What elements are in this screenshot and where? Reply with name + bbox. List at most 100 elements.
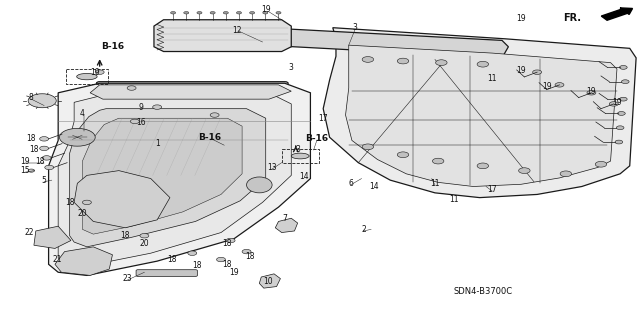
Polygon shape [58,94,291,266]
Circle shape [210,11,215,14]
Text: 19: 19 [516,66,526,75]
Text: 8: 8 [29,93,34,102]
Text: 3: 3 [353,23,358,32]
Text: 4: 4 [80,109,85,118]
Text: 15: 15 [20,166,30,175]
Polygon shape [90,85,291,99]
Circle shape [127,86,136,90]
Text: 18: 18 [245,252,255,261]
Text: 22: 22 [25,228,34,237]
Circle shape [42,156,51,160]
Text: 3: 3 [289,63,294,72]
Text: 11: 11 [430,179,440,188]
Circle shape [436,60,447,65]
Circle shape [95,70,104,74]
Text: 18: 18 [36,157,45,166]
Circle shape [40,137,49,141]
Ellipse shape [246,177,272,193]
Circle shape [587,91,596,95]
Polygon shape [83,118,242,234]
Text: 19: 19 [261,5,271,14]
Text: 18: 18 [223,239,232,248]
Polygon shape [55,247,113,275]
Circle shape [518,168,530,174]
Circle shape [615,140,623,144]
Circle shape [263,11,268,14]
Circle shape [28,94,56,108]
FancyBboxPatch shape [97,82,288,97]
Text: 13: 13 [268,163,277,172]
Circle shape [171,11,175,14]
Ellipse shape [291,153,309,159]
Text: 19: 19 [516,14,526,23]
Text: 18: 18 [167,255,177,264]
Circle shape [140,234,149,238]
Ellipse shape [77,73,97,80]
Text: 9: 9 [139,103,143,112]
Circle shape [83,200,92,204]
Circle shape [60,128,95,146]
Circle shape [28,169,35,172]
Text: 19: 19 [612,98,622,107]
Circle shape [433,158,444,164]
Circle shape [609,102,618,106]
Circle shape [197,11,202,14]
Bar [67,69,108,84]
Text: B-16: B-16 [198,133,221,142]
Text: 17: 17 [318,114,328,123]
Circle shape [397,58,409,64]
Text: 19: 19 [20,157,30,166]
Text: 21: 21 [52,255,61,264]
Text: 20: 20 [140,239,149,248]
Circle shape [131,119,140,123]
Text: 18: 18 [27,134,36,143]
Circle shape [40,146,49,151]
Text: 11: 11 [449,195,459,204]
Text: 19: 19 [90,68,100,77]
Circle shape [216,257,225,262]
Text: 19: 19 [542,82,552,91]
Circle shape [242,249,251,254]
Text: 11: 11 [488,74,497,83]
Circle shape [223,11,228,14]
FancyArrow shape [602,8,632,20]
Text: 7: 7 [282,214,287,223]
Text: B-16: B-16 [101,42,124,51]
Text: 18: 18 [29,145,38,154]
Polygon shape [275,218,298,233]
Circle shape [276,11,281,14]
Circle shape [250,11,255,14]
Text: 14: 14 [369,182,379,191]
Circle shape [362,144,374,150]
Text: 18: 18 [120,231,130,240]
Circle shape [477,61,488,67]
Circle shape [620,65,627,69]
Polygon shape [227,26,508,58]
Polygon shape [70,109,266,247]
Circle shape [226,238,235,243]
Circle shape [236,11,241,14]
Text: 18: 18 [223,260,232,269]
Circle shape [397,152,409,158]
Text: 10: 10 [263,277,273,286]
Text: 18: 18 [193,261,202,271]
Circle shape [532,70,541,74]
FancyBboxPatch shape [136,270,197,276]
Text: 19: 19 [229,268,239,277]
Polygon shape [346,45,617,187]
Circle shape [618,112,625,115]
Circle shape [616,126,624,130]
Circle shape [362,56,374,62]
Text: B-16: B-16 [305,134,328,143]
Text: 14: 14 [300,173,309,182]
Polygon shape [49,83,310,275]
Circle shape [621,80,629,84]
Polygon shape [34,226,71,249]
Text: 5: 5 [42,176,47,185]
Text: 17: 17 [488,185,497,194]
Circle shape [210,113,219,117]
Text: 3: 3 [295,145,300,154]
Text: SDN4-B3700C: SDN4-B3700C [453,287,513,296]
Text: 12: 12 [232,26,242,35]
Circle shape [153,105,162,109]
